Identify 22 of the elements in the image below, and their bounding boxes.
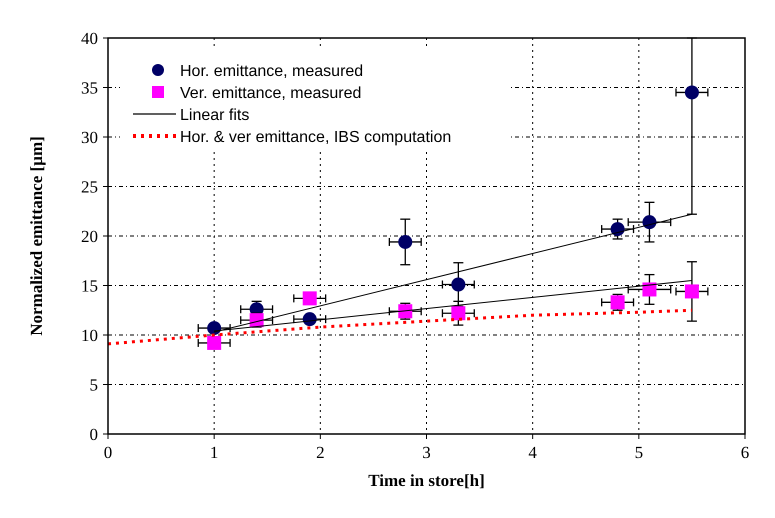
- x-tick-label: 2: [316, 443, 325, 462]
- x-axis-title: Time in store[h]: [368, 471, 485, 490]
- x-tick-label: 0: [104, 443, 112, 462]
- x-tick-label: 5: [634, 443, 644, 462]
- x-tick-label: 6: [740, 443, 750, 462]
- y-tick-label: 25: [81, 178, 98, 196]
- legend-label: Linear fits: [180, 107, 250, 124]
- y-tick-label: 10: [81, 326, 98, 345]
- x-tick-label: 4: [528, 443, 538, 462]
- y-tick-label: 40: [81, 29, 98, 48]
- x-tick-label: 1: [210, 443, 218, 462]
- legend-label: Ver. emittance, measured: [180, 85, 362, 102]
- legend-label: Hor. & ver emittance, IBS computation: [180, 129, 452, 146]
- y-tick-label: 5: [90, 376, 98, 394]
- y-tick-label: 0: [90, 425, 98, 444]
- y-tick-label: 35: [81, 78, 98, 98]
- y-axis-title: Normalized emittance [µm]: [27, 136, 46, 336]
- x-tick-label: 3: [422, 443, 431, 462]
- legend-label: Hor. emittance, measured: [180, 63, 364, 80]
- y-tick-label: 30: [81, 128, 98, 147]
- y-tick-label: 15: [81, 276, 98, 296]
- y-tick-label: 20: [81, 227, 98, 246]
